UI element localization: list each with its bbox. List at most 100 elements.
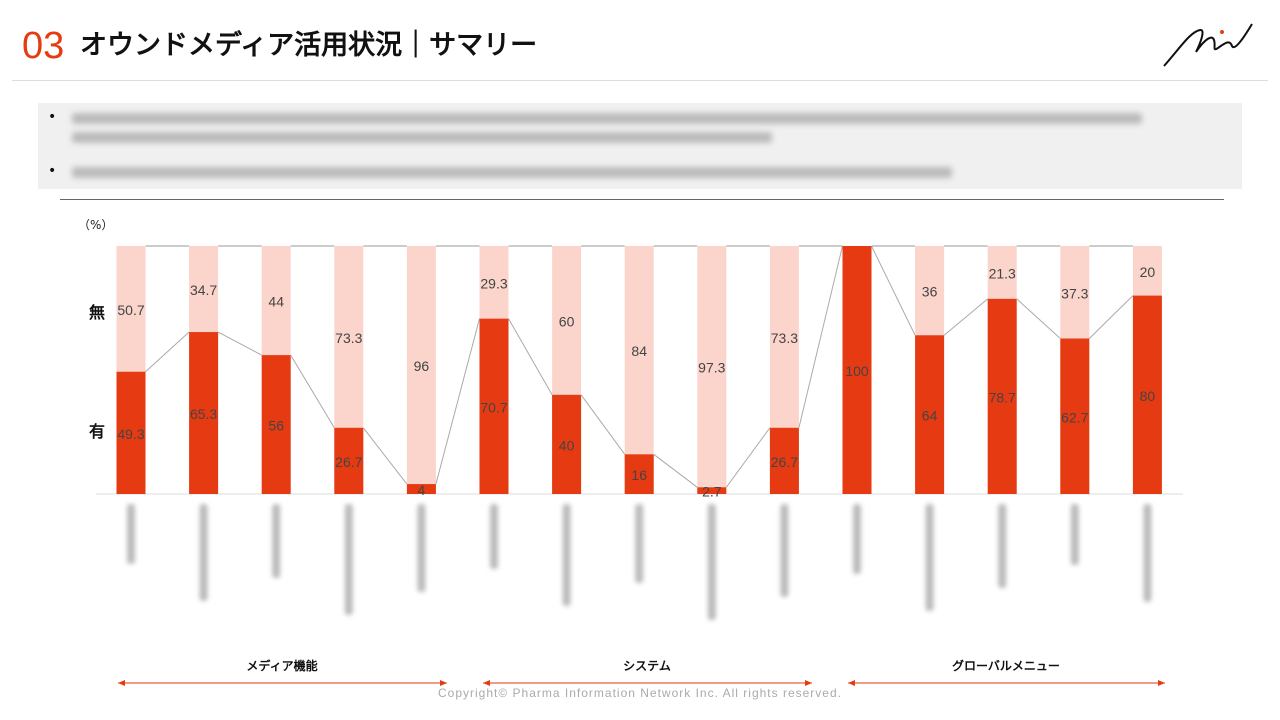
category-label-blurred	[127, 504, 135, 564]
data-label-have: 64	[922, 408, 938, 424]
bar-segment-have	[1132, 295, 1162, 494]
legend-have: 有	[89, 422, 106, 441]
category-label-blurred	[199, 504, 208, 601]
legend-none: 無	[89, 303, 106, 322]
connector-line	[217, 331, 262, 356]
data-label-have: 65.3	[190, 406, 217, 422]
arrow-head-left-icon	[848, 680, 855, 686]
bar-segment-have	[987, 298, 1017, 494]
connector-line	[1088, 295, 1134, 339]
data-label-have: 26.7	[771, 454, 798, 470]
data-label-none: 96	[414, 358, 430, 374]
bar-segment-none	[624, 246, 654, 494]
blurred-text	[72, 132, 772, 143]
company-logo	[1163, 23, 1253, 67]
data-label-have: 100	[845, 363, 869, 379]
data-label-have: 2.7	[702, 484, 722, 500]
category-label-blurred	[272, 504, 281, 578]
data-label-none: 84	[631, 343, 647, 359]
blurred-text	[72, 167, 952, 178]
bar-segment-have	[261, 355, 291, 494]
data-label-have: 56	[268, 418, 284, 434]
connector-line	[943, 298, 989, 336]
data-label-none: 44	[268, 294, 284, 310]
data-label-none: 73.3	[335, 330, 362, 346]
connector-line	[871, 245, 916, 336]
summary-box: • •	[38, 103, 1242, 189]
category-label-blurred	[853, 504, 861, 574]
blurred-text	[72, 113, 1142, 124]
section-number: 03	[22, 25, 65, 67]
group-label-system: システム	[623, 659, 671, 673]
connector-line	[145, 331, 190, 373]
connector-line	[435, 318, 480, 485]
bullet-icon: •	[48, 109, 57, 125]
category-label-blurred	[998, 504, 1007, 588]
divider	[60, 199, 1224, 200]
connector-line	[725, 427, 771, 488]
bar-segment-have	[334, 427, 364, 494]
bar-segment-have	[116, 371, 146, 494]
category-label-blurred	[635, 504, 644, 583]
data-label-none: 37.3	[1061, 285, 1088, 301]
data-label-have: 4	[418, 482, 426, 498]
data-label-have: 62.7	[1061, 409, 1088, 425]
data-label-have: 49.3	[117, 426, 144, 442]
connector-line	[798, 245, 843, 428]
category-label-blurred	[417, 504, 426, 592]
data-label-none: 21.3	[989, 265, 1016, 281]
data-label-none: 29.3	[480, 275, 507, 291]
category-label-blurred	[780, 504, 789, 597]
arrow-head-left-icon	[118, 680, 125, 686]
category-label-blurred	[344, 504, 353, 615]
data-label-none: 50.7	[117, 302, 144, 318]
bar-segment-have	[479, 318, 509, 494]
data-label-none: 60	[559, 313, 575, 329]
bar-segment-none	[406, 246, 436, 494]
bar-segment-have	[915, 335, 945, 494]
bar-segment-have	[769, 427, 799, 494]
connector-line	[290, 354, 335, 429]
data-label-none: 97.3	[698, 360, 725, 376]
bar-segment-have	[842, 246, 872, 494]
data-label-none: 34.7	[190, 282, 217, 298]
data-label-have: 78.7	[989, 389, 1016, 405]
bar-segment-have	[697, 487, 727, 494]
bar-segment-have	[552, 394, 582, 494]
data-label-have: 26.7	[335, 454, 362, 470]
connector-line	[508, 318, 553, 396]
data-label-none: 20	[1140, 264, 1156, 280]
bullet-icon: •	[48, 163, 57, 179]
bar-segment-have	[406, 484, 436, 494]
connector-line	[580, 394, 626, 455]
data-label-none: 73.3	[771, 330, 798, 346]
connector-line	[1016, 298, 1061, 339]
bar-segment-have	[189, 332, 219, 494]
category-label-blurred	[490, 504, 498, 569]
data-label-have: 80	[1140, 388, 1156, 404]
category-label-blurred	[1070, 504, 1079, 565]
data-label-have: 70.7	[480, 399, 507, 415]
bar-segment-have	[624, 454, 654, 494]
arrow-head-right-icon	[440, 680, 447, 686]
group-label-global-menu: グローバルメニュー	[952, 659, 1060, 673]
group-label-media: メディア機能	[246, 659, 318, 673]
data-label-none: 36	[922, 284, 938, 300]
bar-segment-have	[1060, 338, 1090, 494]
category-label-blurred	[562, 504, 571, 606]
bar-segment-none	[697, 246, 727, 494]
data-label-have: 40	[559, 437, 575, 453]
arrow-head-left-icon	[483, 680, 490, 686]
arrow-head-right-icon	[805, 680, 812, 686]
arrow-head-right-icon	[1158, 680, 1165, 686]
data-label-have: 16	[631, 467, 647, 483]
unit-label: （%）	[78, 218, 114, 232]
header-divider	[12, 80, 1268, 81]
category-label-blurred	[1143, 504, 1152, 602]
copyright: Copyright© Pharma Information Network In…	[438, 686, 842, 700]
category-label-blurred	[707, 504, 716, 620]
page-title: オウンドメディア活用状況｜サマリー	[80, 30, 538, 61]
connector-line	[362, 427, 408, 485]
connector-line	[653, 453, 698, 488]
